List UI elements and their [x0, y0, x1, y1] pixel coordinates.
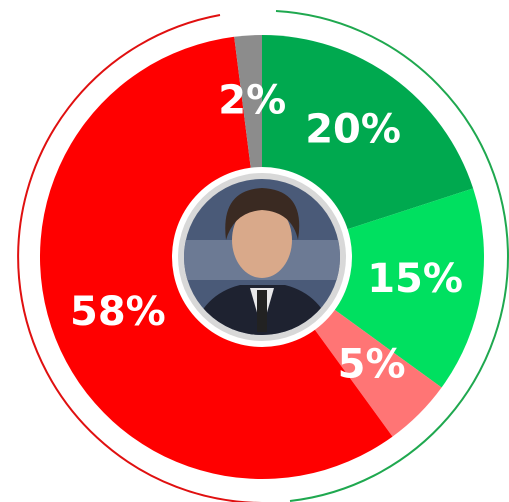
- pie-slice: [262, 188, 484, 388]
- outer-ring-red: [17, 14, 263, 502]
- photo: [184, 179, 340, 335]
- value-label: 5%: [338, 342, 406, 388]
- value-label: 15%: [367, 256, 463, 302]
- value-label: 20%: [305, 107, 401, 153]
- outer-ring-green: [275, 10, 509, 502]
- value-label: 2%: [218, 77, 286, 123]
- value-label: 58%: [70, 289, 166, 335]
